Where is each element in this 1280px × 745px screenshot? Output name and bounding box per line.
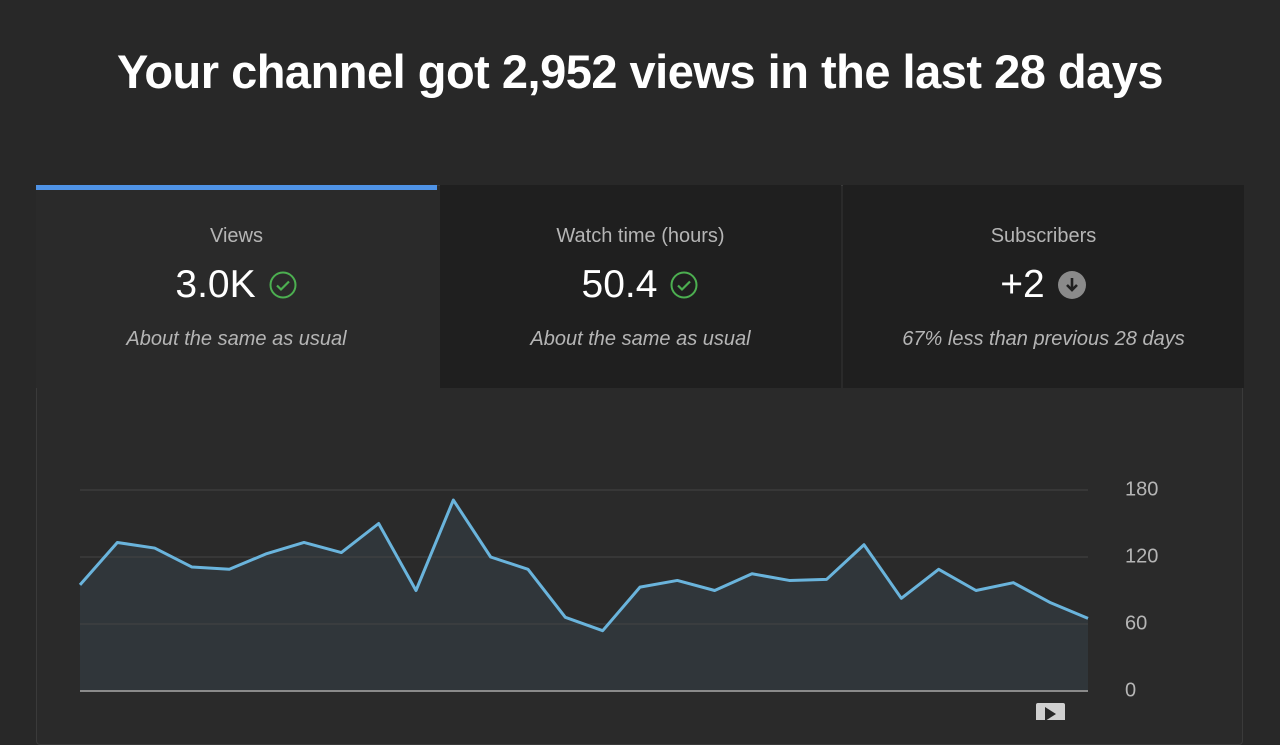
metric-note: About the same as usual xyxy=(126,328,347,350)
metric-label: Subscribers xyxy=(990,225,1097,247)
metric-value-row: 3.0K xyxy=(36,263,437,307)
y-tick-label: 0 xyxy=(1125,679,1136,701)
metric-value: 50.4 xyxy=(581,263,658,306)
metric-tab[interactable]: Views 3.0K About the same as usual xyxy=(36,185,437,388)
area-fill xyxy=(80,500,1088,691)
metric-note: About the same as usual xyxy=(530,328,751,350)
page-title: Your channel got 2,952 views in the last… xyxy=(116,45,1164,98)
play-icon xyxy=(1036,703,1065,720)
metric-tab[interactable]: Watch time (hours) 50.4 About the same a… xyxy=(440,185,841,388)
metric-value: +2 xyxy=(1000,263,1045,306)
down-icon xyxy=(1057,271,1086,299)
metric-label: Watch time (hours) xyxy=(556,225,725,247)
check-icon xyxy=(269,271,297,299)
check-icon xyxy=(670,271,698,299)
metric-value-row: +2 xyxy=(843,263,1244,307)
line xyxy=(78,498,1089,633)
page: Your channel got 2,952 views in the last… xyxy=(36,45,1244,745)
metric-tab[interactable]: Subscribers +2 67% less than previous 28… xyxy=(843,185,1244,388)
metric-note: 67% less than previous 28 days xyxy=(902,328,1185,350)
y-tick-label: 180 xyxy=(1125,478,1158,500)
metric-value: 3.0K xyxy=(175,263,256,306)
y-tick-label: 120 xyxy=(1125,545,1158,567)
metric-label: Views xyxy=(210,225,263,247)
chart: 0 60 120 180 xyxy=(78,478,1158,720)
metric-value-row: 50.4 xyxy=(440,263,841,307)
y-tick-label: 60 xyxy=(1125,612,1147,634)
